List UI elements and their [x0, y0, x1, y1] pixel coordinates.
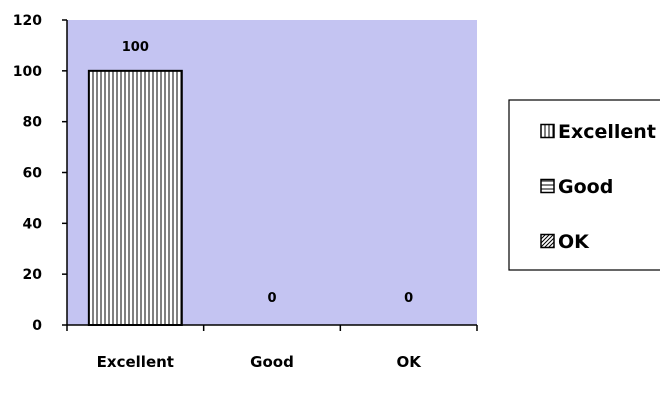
data-label: 0	[267, 291, 276, 306]
x-tick-label: OK	[396, 353, 422, 371]
y-tick-label: 80	[23, 115, 43, 131]
y-tick-label: 120	[13, 13, 42, 29]
legend-swatch-excellent	[540, 123, 555, 139]
y-tick-label: 60	[23, 166, 43, 182]
data-labels: 100 0 0	[122, 40, 413, 306]
bars	[87, 69, 183, 327]
y-tick-label: 100	[13, 64, 42, 80]
y-axis: 0 20 40 60 80 100 120	[13, 13, 68, 334]
y-tick-label: 20	[23, 267, 43, 283]
legend-label: OK	[558, 231, 590, 253]
x-tick-label: Good	[250, 353, 294, 371]
data-label: 100	[122, 40, 149, 55]
bar-excellent	[87, 69, 183, 327]
legend-label: Excellent	[558, 121, 656, 143]
legend-box	[508, 99, 660, 271]
data-label: 0	[404, 291, 413, 306]
legend-label: Good	[558, 176, 613, 198]
legend: Excellent Good OK	[508, 99, 660, 271]
x-tick-label: Excellent	[97, 353, 174, 371]
y-tick-label: 40	[23, 216, 43, 232]
y-tick-label: 0	[32, 318, 42, 334]
legend-swatch-ok	[540, 233, 555, 249]
legend-swatch-good	[540, 178, 555, 194]
x-axis: Excellent Good OK	[66, 324, 478, 371]
